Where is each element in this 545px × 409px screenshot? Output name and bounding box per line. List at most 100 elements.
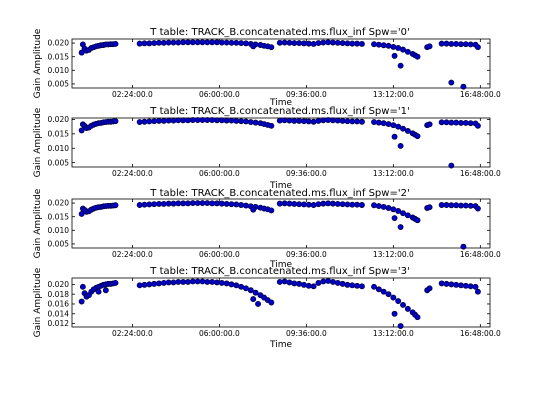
- data-point: [268, 44, 275, 51]
- x-tick-label: 16:48:00.0: [460, 250, 501, 259]
- x-tick-label: 02:24:00.0: [112, 90, 153, 99]
- data-point: [339, 280, 346, 287]
- data-point: [170, 279, 177, 286]
- data-point: [426, 285, 433, 292]
- data-point: [180, 200, 187, 207]
- data-point: [391, 52, 398, 59]
- y-tick-label: 0.010: [48, 144, 70, 153]
- x-axis-label: Time: [269, 181, 292, 191]
- data-point: [448, 79, 455, 86]
- data-point: [136, 119, 143, 125]
- data-point: [180, 39, 187, 46]
- data-point: [204, 39, 211, 46]
- data-point: [218, 39, 225, 46]
- data-point: [380, 203, 387, 210]
- data-point: [404, 128, 411, 134]
- data-point: [339, 40, 346, 47]
- data-point: [334, 117, 341, 124]
- y-tick-label: 0.010: [48, 66, 70, 75]
- data-point: [339, 201, 346, 208]
- x-tick-label: 16:48:00.0: [460, 169, 501, 178]
- data-point: [199, 39, 206, 46]
- y-tick-label: 0.005: [48, 158, 70, 167]
- data-point: [443, 40, 450, 47]
- data-point: [358, 40, 365, 47]
- x-tick-label: 02:24:00.0: [112, 169, 153, 178]
- data-point: [175, 200, 182, 207]
- data-point: [334, 200, 341, 207]
- y-tick-label: 0.015: [48, 52, 70, 61]
- y-axis-label: Gain Amplitude: [33, 188, 43, 258]
- plot-area: [71, 198, 491, 249]
- x-tick-label: 02:24:00.0: [112, 329, 153, 338]
- data-point: [141, 281, 148, 288]
- data-point: [233, 201, 240, 208]
- data-point: [291, 280, 298, 287]
- data-point: [243, 285, 249, 292]
- subplot-spw0: T table: TRACK_B.concatenated.ms.flux_in…: [33, 27, 501, 108]
- data-point: [404, 212, 411, 219]
- data-point: [358, 202, 365, 208]
- data-point: [375, 286, 382, 293]
- x-axis-label: Time: [269, 260, 292, 270]
- data-point: [112, 118, 119, 125]
- data-point: [320, 278, 327, 285]
- y-tick-label: 0.012: [48, 319, 70, 328]
- data-point: [391, 215, 398, 222]
- data-point: [438, 280, 445, 287]
- data-point: [214, 200, 220, 207]
- data-point: [296, 201, 303, 208]
- data-point: [305, 118, 312, 125]
- data-point: [238, 202, 245, 208]
- data-point: [160, 117, 167, 124]
- data-point: [194, 117, 201, 123]
- data-point: [160, 200, 167, 207]
- data-point: [390, 206, 397, 213]
- data-point: [443, 119, 450, 126]
- data-point: [238, 118, 245, 125]
- data-point: [243, 118, 249, 125]
- y-tick-label: 0.014: [48, 309, 70, 318]
- data-point: [474, 288, 481, 295]
- data-point: [458, 119, 464, 126]
- data-point: [165, 39, 172, 46]
- data-point: [218, 279, 225, 286]
- data-point: [371, 283, 377, 290]
- data-point: [160, 39, 167, 46]
- x-axis-label: Time: [269, 340, 292, 350]
- y-axis-label: Gain Amplitude: [33, 107, 43, 177]
- data-point: [462, 282, 469, 289]
- data-point: [165, 117, 172, 124]
- data-point: [151, 280, 158, 287]
- data-point: [460, 83, 467, 90]
- data-point: [170, 117, 177, 124]
- x-tick-label: 06:00:00.0: [199, 250, 240, 259]
- data-point: [391, 133, 398, 140]
- y-tick-group: 0.005 0.010 0.015 0.020: [48, 199, 490, 249]
- data-point: [281, 278, 288, 285]
- data-point: [458, 202, 464, 209]
- data-point: [180, 117, 187, 124]
- data-point: [349, 201, 356, 208]
- data-point: [194, 200, 201, 207]
- data-point: [247, 287, 254, 294]
- data-point: [325, 200, 332, 207]
- data-point: [276, 117, 283, 124]
- data-points: [78, 39, 481, 90]
- data-point: [329, 200, 336, 207]
- data-point: [209, 278, 216, 285]
- data-point: [354, 201, 361, 208]
- subplot-spw1: T table: TRACK_B.concatenated.ms.flux_in…: [33, 106, 501, 191]
- data-point: [185, 200, 191, 207]
- data-point: [462, 41, 469, 48]
- y-axis-label: Gain Amplitude: [33, 267, 43, 337]
- x-axis-label: Time: [269, 98, 292, 108]
- data-point: [141, 40, 148, 47]
- data-point: [400, 125, 406, 132]
- data-point: [255, 301, 261, 307]
- x-tick-label: 13:12:00.0: [373, 169, 414, 178]
- data-point: [189, 278, 196, 285]
- data-point: [136, 40, 143, 47]
- data-point: [175, 39, 182, 46]
